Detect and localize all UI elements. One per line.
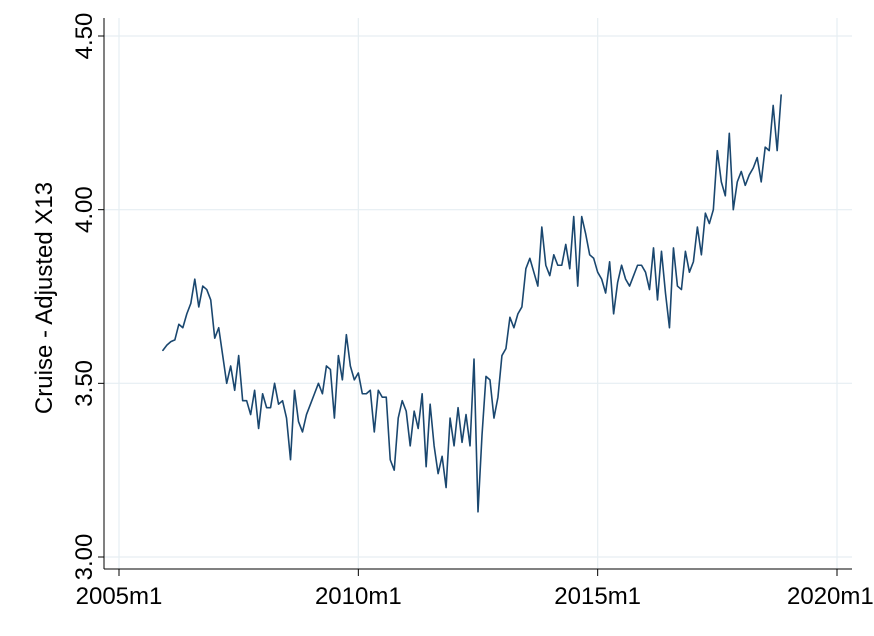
y-tick-label: 3.00 (71, 534, 98, 581)
x-tick-label: 2020m1 (787, 583, 874, 610)
ticks: 3.00 3.50 4.00 4.50 2005m1 2010m1 2015m1 2020m1 (71, 13, 874, 610)
grid (104, 18, 852, 569)
y-tick-label: 4.00 (71, 186, 98, 233)
x-tick-label: 2015m1 (554, 583, 641, 610)
series-line (162, 94, 782, 513)
x-tick-label: 2005m1 (76, 583, 163, 610)
x-tick-label: 2010m1 (315, 583, 402, 610)
y-tick-label: 3.50 (71, 360, 98, 407)
y-tick-label: 4.50 (71, 13, 98, 60)
y-axis-title: Cruise - Adjusted X13 (31, 182, 58, 414)
